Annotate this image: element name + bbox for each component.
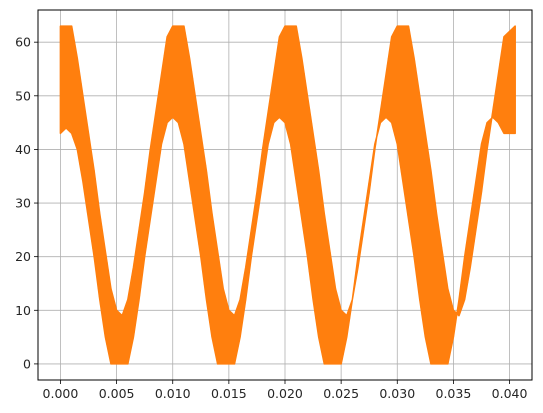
y-tick-label: 50	[15, 88, 31, 103]
x-tick-label: 0.025	[323, 386, 359, 401]
x-tick-label: 0.020	[267, 386, 303, 401]
x-tick-label: 0.030	[379, 386, 415, 401]
x-tick-label: 0.040	[492, 386, 528, 401]
x-axis: 0.000 0.005 0.010 0.015 0.020 0.025 0.030 0.035…	[43, 380, 528, 401]
grid	[38, 10, 532, 380]
x-tick-label: 0.005	[99, 386, 135, 401]
x-tick-label: 0.035	[436, 386, 472, 401]
y-tick-label: 20	[15, 249, 31, 264]
x-tick-label: 0.015	[211, 386, 247, 401]
series-layer	[59, 25, 516, 365]
y-tick-label: 60	[15, 35, 31, 50]
y-tick-label: 30	[15, 196, 31, 211]
y-tick-label: 10	[15, 303, 31, 318]
y-tick-label: 40	[15, 142, 31, 157]
y-tick-label: 0	[23, 356, 31, 371]
x-tick-label: 0.010	[155, 386, 191, 401]
series-oscillation	[59, 26, 516, 364]
x-tick-label: 0.000	[43, 386, 79, 401]
y-axis: 0 10 20 30 40 50 60	[15, 35, 38, 371]
